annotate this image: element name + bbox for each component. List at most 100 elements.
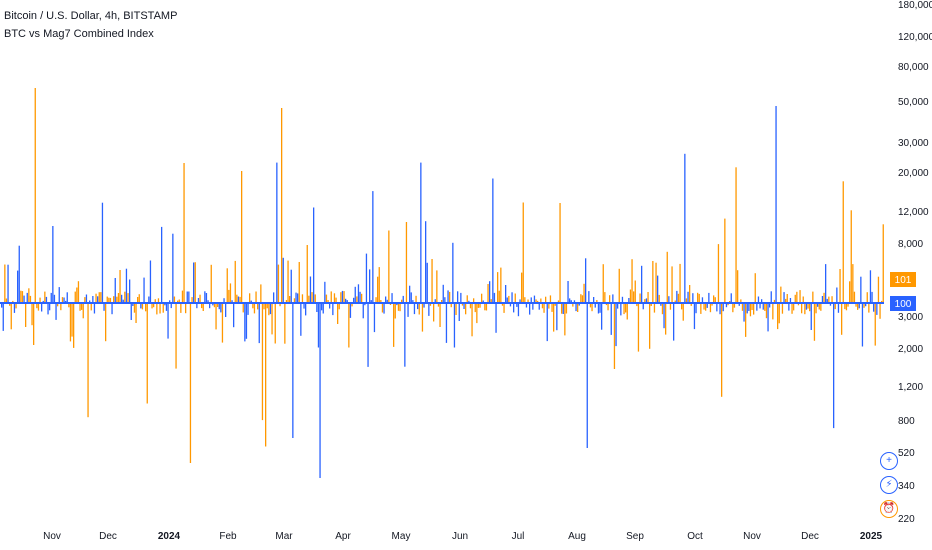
blue-bar bbox=[258, 303, 260, 344]
orange-bar bbox=[802, 296, 804, 303]
blue-bar bbox=[317, 303, 320, 348]
orange-bar bbox=[455, 303, 457, 315]
svg-text:100: 100 bbox=[895, 299, 912, 310]
blue-bar bbox=[762, 303, 764, 310]
blue-bar bbox=[186, 291, 188, 303]
orange-bar bbox=[4, 264, 6, 303]
orange-bar bbox=[786, 294, 788, 303]
orange-bar bbox=[580, 294, 582, 303]
blue-bar bbox=[770, 291, 772, 303]
blue-bar bbox=[130, 303, 132, 320]
orange-bar bbox=[671, 266, 673, 303]
orange-bar bbox=[76, 287, 78, 303]
blue-bar bbox=[93, 303, 96, 314]
y-tick-label: 120,000 bbox=[898, 32, 932, 43]
blue-bar bbox=[769, 303, 771, 308]
blue-bar bbox=[417, 303, 419, 310]
orange-bar bbox=[39, 297, 41, 303]
blue-bar bbox=[364, 303, 366, 306]
blue-bar bbox=[871, 291, 873, 303]
orange-bar bbox=[553, 303, 555, 332]
orange-bar bbox=[535, 299, 537, 303]
orange-bar bbox=[87, 303, 89, 418]
orange-bar bbox=[281, 108, 283, 303]
blue-bar bbox=[569, 298, 571, 303]
orange-bar bbox=[764, 303, 766, 311]
blue-bar bbox=[567, 281, 569, 303]
orange-bar bbox=[377, 276, 379, 303]
blue-bar bbox=[18, 245, 20, 303]
y-tick-label: 80,000 bbox=[898, 62, 929, 73]
orange-bar bbox=[337, 303, 339, 324]
orange-bar bbox=[685, 298, 688, 303]
orange-bar bbox=[175, 303, 177, 369]
blue-bar bbox=[621, 296, 624, 303]
orange-bar bbox=[277, 264, 280, 303]
orange-bar bbox=[180, 303, 182, 313]
orange-bar bbox=[20, 290, 22, 303]
orange-bar bbox=[777, 303, 779, 330]
orange-bar bbox=[330, 291, 332, 303]
orange-bar bbox=[524, 297, 526, 303]
orange-bar bbox=[700, 303, 702, 314]
blue-bar bbox=[529, 303, 531, 315]
alarm-clock-icon[interactable]: ⏰ bbox=[880, 500, 898, 518]
orange-bar bbox=[260, 284, 262, 303]
orange-bar bbox=[325, 294, 328, 303]
orange-bar bbox=[881, 300, 883, 303]
orange-bar bbox=[255, 291, 257, 303]
blue-bar bbox=[322, 303, 324, 314]
plus-circle-icon[interactable]: + bbox=[880, 452, 898, 470]
y-tick-label: 20,000 bbox=[898, 168, 929, 179]
orange-bar bbox=[785, 298, 787, 303]
orange-bar bbox=[113, 296, 115, 303]
orange-bar bbox=[199, 294, 201, 303]
blue-bar bbox=[506, 297, 508, 303]
blue-bar bbox=[212, 303, 214, 306]
blue-bar bbox=[743, 303, 745, 322]
orange-bar bbox=[554, 303, 556, 306]
orange-bar bbox=[327, 300, 329, 303]
orange-bar bbox=[791, 303, 793, 314]
orange-bar bbox=[431, 259, 433, 303]
blue-bar bbox=[103, 303, 105, 311]
blue-bar bbox=[821, 296, 824, 303]
orange-bar bbox=[561, 303, 563, 314]
blue-bar bbox=[825, 264, 827, 303]
y-tick-label: 340 bbox=[898, 481, 915, 492]
orange-bar bbox=[311, 292, 313, 303]
orange-bar bbox=[106, 296, 108, 303]
orange-bar bbox=[285, 300, 288, 303]
orange-bar bbox=[466, 295, 468, 303]
blue-bar bbox=[620, 303, 622, 316]
orange-bar bbox=[828, 296, 830, 303]
blue-bar bbox=[365, 253, 368, 303]
orange-bar bbox=[877, 276, 880, 303]
orange-bar bbox=[135, 303, 137, 323]
orange-bar bbox=[239, 296, 241, 303]
x-tick-label: Dec bbox=[99, 531, 117, 542]
orange-bar bbox=[437, 303, 440, 307]
blue-bar bbox=[767, 303, 769, 332]
orange-bar bbox=[191, 297, 193, 303]
y-tick-label: 520 bbox=[898, 448, 915, 459]
orange-bar bbox=[721, 303, 723, 397]
orange-bar bbox=[581, 295, 584, 303]
orange-bar bbox=[340, 292, 342, 303]
blue-bar bbox=[65, 300, 67, 303]
svg-text:101: 101 bbox=[895, 275, 912, 286]
blue-bar bbox=[458, 303, 460, 321]
orange-bar bbox=[153, 303, 155, 308]
orange-bar bbox=[820, 303, 822, 311]
x-tick-label: May bbox=[392, 531, 411, 542]
orange-bar bbox=[682, 303, 684, 321]
orange-bar bbox=[25, 303, 27, 327]
blue-bar bbox=[23, 295, 25, 303]
blue-bar bbox=[370, 300, 372, 303]
orange-bar bbox=[189, 303, 192, 463]
lightning-icon[interactable]: ⚡ bbox=[880, 476, 898, 494]
blue-bar bbox=[149, 260, 152, 303]
orange-bar bbox=[653, 303, 656, 313]
orange-bar bbox=[253, 303, 256, 314]
